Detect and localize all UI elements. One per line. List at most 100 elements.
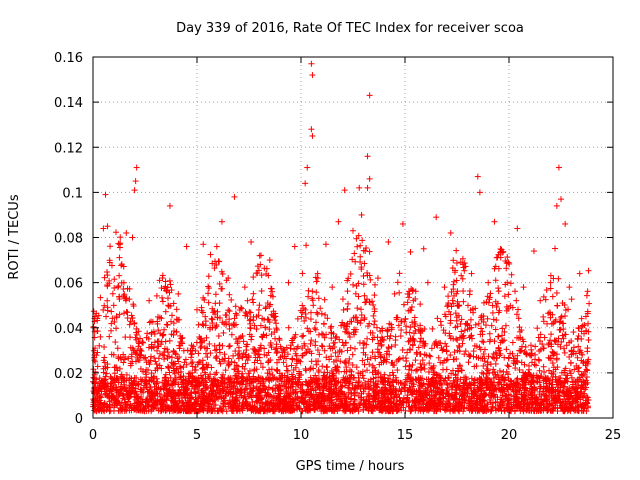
data-point <box>196 334 203 341</box>
data-point <box>489 354 496 361</box>
data-point <box>475 320 482 327</box>
data-point <box>353 283 360 290</box>
data-point <box>209 320 216 327</box>
data-point <box>513 297 520 304</box>
data-point <box>398 327 405 334</box>
data-point <box>352 290 359 297</box>
data-point <box>217 360 224 367</box>
data-point <box>387 332 394 339</box>
data-point <box>148 329 155 336</box>
data-point <box>234 352 241 359</box>
data-point <box>377 338 384 345</box>
data-point <box>460 298 467 305</box>
data-point <box>539 341 546 348</box>
data-point <box>450 281 457 288</box>
data-point <box>308 337 315 344</box>
data-point <box>238 304 245 311</box>
data-point <box>264 300 271 307</box>
data-point <box>369 349 376 356</box>
data-point <box>226 316 233 323</box>
data-point <box>568 338 575 345</box>
data-point <box>453 317 460 324</box>
data-point <box>212 291 219 298</box>
y-tick-label: 0.08 <box>54 232 83 247</box>
data-point <box>307 340 314 347</box>
data-point <box>502 322 509 329</box>
data-point <box>284 373 291 380</box>
data-point <box>534 325 541 332</box>
data-point <box>481 346 488 353</box>
data-point <box>232 303 239 310</box>
data-point <box>437 359 444 366</box>
data-point <box>97 333 104 340</box>
data-point <box>461 260 468 267</box>
data-point <box>188 354 195 361</box>
data-point <box>460 288 467 295</box>
data-point <box>213 261 220 268</box>
data-point <box>300 332 307 339</box>
data-point <box>215 333 222 340</box>
data-point <box>205 290 212 297</box>
data-point <box>294 343 301 350</box>
data-point <box>403 357 410 364</box>
data-point <box>585 320 592 327</box>
data-point <box>385 344 392 351</box>
data-point <box>154 347 161 354</box>
data-point <box>269 288 276 295</box>
y-tick-label: 0.14 <box>54 96 83 111</box>
data-point <box>464 302 471 309</box>
data-point <box>459 275 466 282</box>
data-point <box>137 335 144 342</box>
data-point <box>117 234 124 241</box>
data-point <box>552 316 559 323</box>
data-point <box>547 272 554 279</box>
data-point <box>211 265 218 272</box>
data-point <box>113 325 120 332</box>
data-point <box>226 308 233 315</box>
data-point <box>516 366 523 373</box>
data-point <box>353 314 360 321</box>
data-point <box>489 309 496 316</box>
data-point <box>575 332 582 339</box>
data-point <box>507 302 514 309</box>
data-point <box>250 299 257 306</box>
data-point <box>438 322 445 329</box>
data-point <box>159 294 166 301</box>
data-point <box>351 345 358 352</box>
data-point <box>178 368 185 375</box>
data-point <box>453 277 460 284</box>
data-point <box>312 342 319 349</box>
data-point <box>166 369 173 376</box>
data-point <box>321 369 328 376</box>
data-point <box>225 307 232 314</box>
data-point <box>364 335 371 342</box>
data-point <box>506 260 513 267</box>
data-point <box>527 352 534 359</box>
data-point <box>487 361 494 368</box>
data-point <box>357 320 364 327</box>
data-point <box>427 364 434 371</box>
data-point <box>281 346 288 353</box>
data-point <box>453 355 460 362</box>
x-tick-label: 5 <box>193 428 201 443</box>
data-point <box>429 325 436 332</box>
data-point <box>302 314 309 321</box>
data-point <box>216 349 223 356</box>
data-point <box>417 338 424 345</box>
data-point <box>354 243 361 250</box>
data-point <box>491 338 498 345</box>
data-point <box>344 347 351 354</box>
data-point <box>583 292 590 299</box>
data-point <box>212 324 219 331</box>
data-point <box>266 370 273 377</box>
data-point <box>339 296 346 303</box>
data-point <box>258 287 265 294</box>
data-point <box>168 312 175 319</box>
data-point <box>116 311 123 318</box>
data-point <box>448 303 455 310</box>
data-point <box>557 314 564 321</box>
data-point <box>312 372 319 379</box>
data-point <box>421 361 428 368</box>
data-point <box>541 368 548 375</box>
data-point <box>360 375 367 382</box>
